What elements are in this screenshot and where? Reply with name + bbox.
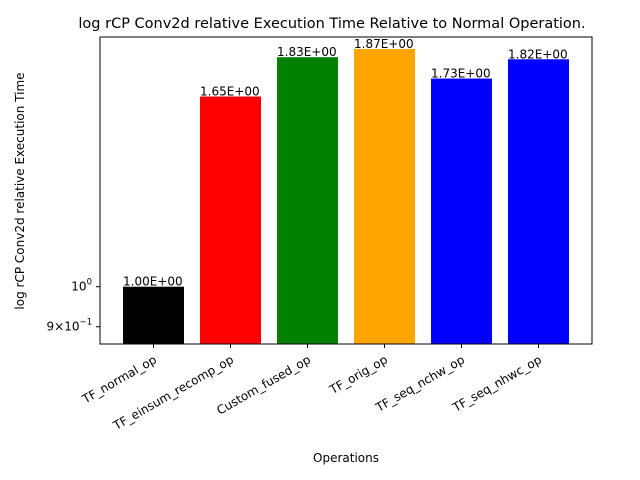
bar-tf-orig-op <box>354 48 415 344</box>
bar-custom-fused-op <box>277 57 338 344</box>
data-label: 1.87E+00 <box>354 37 414 51</box>
chart-title: log rCP Conv2d relative Execution Time R… <box>78 16 585 32</box>
bars-group <box>123 48 569 345</box>
data-label: 1.73E+00 <box>431 67 491 81</box>
plot-frame <box>99 36 593 345</box>
bar-tf-einsum-recomp-op <box>200 96 261 344</box>
y-axis-label: log rCP Conv2d relative Execution Time <box>13 72 27 309</box>
data-label: 1.83E+00 <box>277 45 337 59</box>
data-label: 1.00E+00 <box>123 275 183 289</box>
bar-tf-seq-nchw-op <box>431 78 492 345</box>
x-axis-label: Operations <box>313 451 379 465</box>
bar-tf-normal-op <box>123 286 184 344</box>
data-labels-group: 1.00E+00 1.65E+00 1.83E+00 1.87E+00 1.73E+00… <box>123 37 568 289</box>
data-label: 1.65E+00 <box>200 85 260 99</box>
bar-tf-seq-nhwc-op <box>508 59 569 345</box>
data-label: 1.82E+00 <box>508 47 568 61</box>
